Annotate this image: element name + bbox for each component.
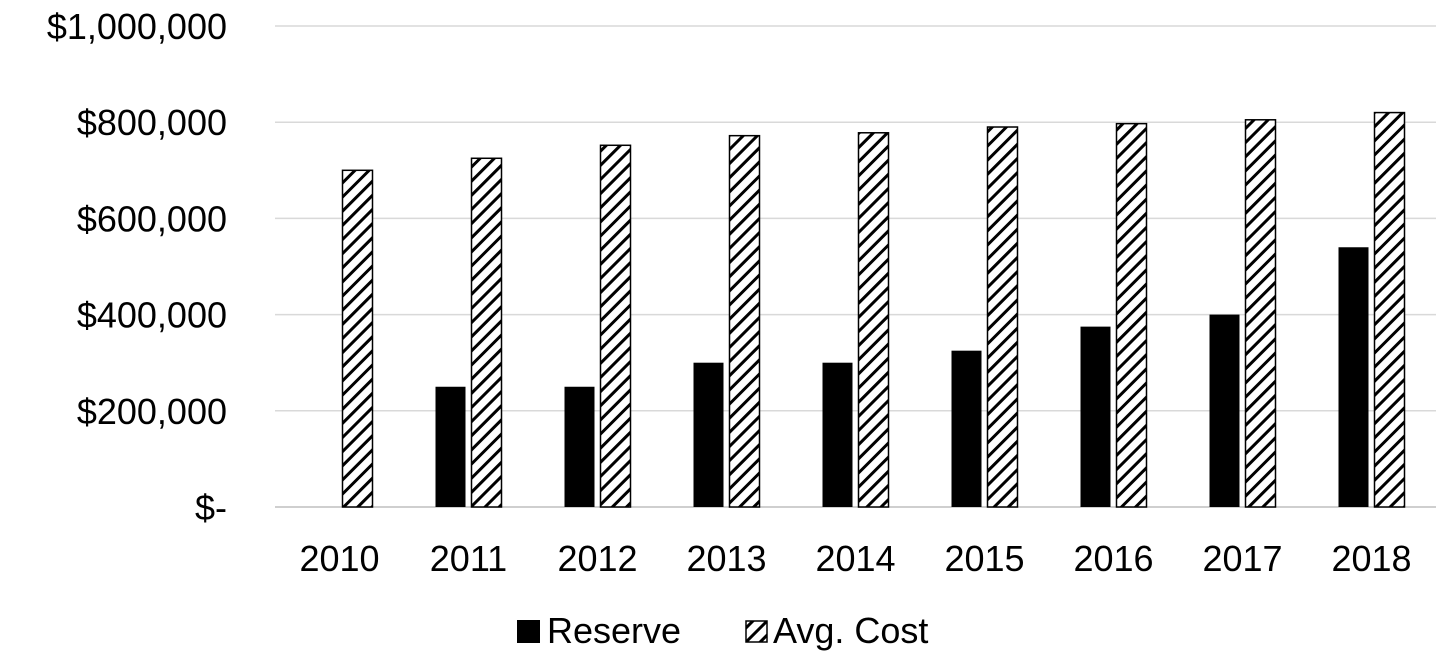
x-tick-label: 2011 bbox=[430, 538, 507, 579]
bar-reserve-2014 bbox=[822, 362, 853, 507]
bar-reserve-2012 bbox=[564, 386, 595, 507]
x-tick-label: 2010 bbox=[299, 538, 379, 579]
y-tick-label: $- bbox=[195, 487, 227, 528]
bar-reserve-2017 bbox=[1209, 314, 1240, 507]
bar-avg-cost-2013 bbox=[728, 134, 761, 508]
bar-reserve-2011 bbox=[435, 386, 466, 507]
legend-swatch-reserve bbox=[517, 620, 540, 643]
bar-avg-cost-2011 bbox=[470, 157, 503, 508]
x-axis-tick-labels: 2010 2011 2012 2013 2014 2015 2016 2017 2018 bbox=[299, 538, 1411, 579]
bar-avg-cost-2017 bbox=[1244, 119, 1277, 508]
y-tick-label: $200,000 bbox=[77, 391, 227, 432]
x-tick-label: 2015 bbox=[944, 538, 1024, 579]
gridlines bbox=[275, 25, 1436, 508]
bar-reserve-2018 bbox=[1338, 247, 1369, 507]
y-tick-label: $400,000 bbox=[77, 295, 227, 336]
y-tick-label: $600,000 bbox=[77, 198, 227, 239]
bar-avg-cost-2016 bbox=[1115, 122, 1148, 508]
x-tick-label: 2016 bbox=[1073, 538, 1153, 579]
bar-reserve-2013 bbox=[693, 362, 724, 507]
y-axis-tick-labels: $- $200,000 $400,000 $600,000 $800,000 $1,000… bbox=[47, 6, 227, 528]
bar-avg-cost-2015 bbox=[986, 126, 1019, 508]
bars bbox=[341, 111, 1406, 508]
legend-swatch-avg-cost bbox=[745, 620, 768, 643]
x-tick-label: 2012 bbox=[557, 538, 637, 579]
legend-label-avg-cost: Avg. Cost bbox=[773, 610, 928, 651]
bar-avg-cost-2014 bbox=[857, 132, 890, 508]
y-tick-label: $800,000 bbox=[77, 102, 227, 143]
bar-avg-cost-2012 bbox=[599, 144, 632, 508]
bar-avg-cost-2018 bbox=[1373, 111, 1406, 508]
x-tick-label: 2013 bbox=[686, 538, 766, 579]
legend: Reserve Avg. Cost bbox=[517, 610, 928, 651]
x-tick-label: 2014 bbox=[815, 538, 895, 579]
bar-avg-cost-2010 bbox=[341, 169, 374, 508]
x-tick-label: 2018 bbox=[1331, 538, 1411, 579]
x-tick-label: 2017 bbox=[1202, 538, 1282, 579]
bar-reserve-2016 bbox=[1080, 326, 1111, 507]
legend-label-reserve: Reserve bbox=[547, 610, 681, 651]
y-tick-label: $1,000,000 bbox=[47, 6, 227, 47]
bar-reserve-2015 bbox=[951, 350, 982, 507]
